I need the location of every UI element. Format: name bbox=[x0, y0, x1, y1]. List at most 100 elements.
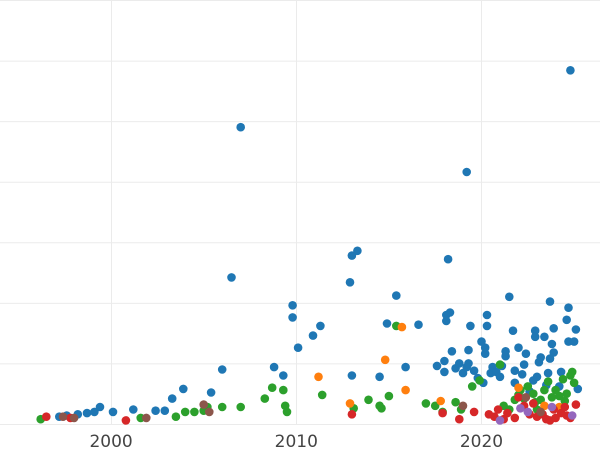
data-point bbox=[536, 353, 545, 362]
data-point bbox=[151, 406, 160, 416]
data-point bbox=[129, 405, 138, 414]
data-point bbox=[540, 385, 549, 395]
data-point bbox=[530, 326, 540, 336]
data-point bbox=[469, 366, 479, 376]
data-point bbox=[293, 343, 303, 353]
data-point bbox=[549, 324, 558, 333]
data-point bbox=[477, 337, 486, 346]
data-point bbox=[279, 385, 288, 395]
data-point bbox=[567, 367, 577, 377]
data-point bbox=[442, 316, 451, 326]
data-point bbox=[447, 347, 457, 356]
data-point bbox=[514, 393, 523, 402]
data-point bbox=[445, 308, 455, 317]
data-point bbox=[514, 343, 523, 353]
data-point bbox=[267, 383, 277, 393]
data-point bbox=[455, 359, 464, 368]
data-point bbox=[217, 402, 227, 412]
data-point bbox=[171, 412, 181, 422]
data-point bbox=[432, 361, 442, 371]
data-point bbox=[206, 388, 216, 397]
data-point bbox=[510, 366, 520, 376]
data-point bbox=[495, 416, 505, 425]
data-point bbox=[199, 400, 208, 409]
data-point bbox=[236, 402, 245, 412]
data-point bbox=[521, 393, 531, 402]
data-point bbox=[443, 254, 453, 264]
data-point bbox=[69, 413, 79, 423]
data-point bbox=[90, 407, 99, 417]
data-point bbox=[397, 322, 407, 332]
data-point bbox=[514, 383, 523, 393]
data-point bbox=[82, 408, 92, 418]
data-point bbox=[217, 365, 227, 374]
data-point bbox=[180, 407, 190, 417]
data-point bbox=[42, 412, 51, 422]
data-point bbox=[501, 347, 510, 356]
data-point bbox=[564, 303, 573, 313]
data-point bbox=[523, 407, 533, 417]
data-point bbox=[495, 372, 505, 382]
data-point bbox=[464, 359, 473, 368]
data-point bbox=[571, 400, 581, 409]
data-point bbox=[569, 337, 579, 346]
data-point bbox=[566, 66, 575, 75]
data-point bbox=[475, 376, 484, 385]
data-point bbox=[560, 396, 570, 406]
data-point bbox=[345, 278, 355, 287]
data-point bbox=[205, 407, 214, 417]
data-point bbox=[571, 325, 581, 334]
x-axis-ticks: 2000 2010 2020 bbox=[89, 432, 503, 450]
data-point bbox=[466, 321, 475, 331]
data-point bbox=[555, 391, 564, 401]
data-point bbox=[545, 297, 555, 306]
data-point bbox=[345, 399, 355, 408]
data-point bbox=[549, 348, 558, 357]
data-point bbox=[508, 326, 518, 336]
data-point bbox=[567, 411, 577, 420]
data-point bbox=[414, 320, 423, 330]
data-point bbox=[495, 360, 505, 369]
data-point bbox=[142, 413, 151, 423]
data-point bbox=[288, 313, 297, 322]
data-point bbox=[95, 402, 105, 412]
data-point bbox=[516, 404, 525, 413]
data-point bbox=[316, 321, 325, 331]
data-point bbox=[482, 310, 492, 320]
data-point bbox=[401, 362, 410, 372]
data-point bbox=[558, 374, 568, 384]
data-point bbox=[436, 396, 446, 406]
data-point bbox=[269, 362, 279, 372]
data-point bbox=[347, 410, 357, 419]
data-point bbox=[288, 301, 297, 310]
data-point bbox=[353, 246, 362, 256]
x-tick-label: 2000 bbox=[89, 432, 132, 450]
data-point bbox=[493, 405, 503, 414]
data-point bbox=[347, 371, 357, 380]
data-point bbox=[282, 407, 292, 417]
data-point bbox=[464, 345, 473, 355]
data-point bbox=[523, 382, 533, 391]
data-point bbox=[469, 407, 479, 417]
data-point bbox=[519, 360, 529, 369]
data-point bbox=[547, 339, 557, 349]
data-point bbox=[521, 349, 531, 359]
data-point bbox=[529, 399, 538, 408]
data-point bbox=[467, 382, 477, 391]
data-point bbox=[438, 408, 447, 418]
data-point bbox=[279, 371, 288, 380]
data-point bbox=[503, 408, 512, 418]
data-point bbox=[179, 384, 188, 394]
data-point bbox=[380, 355, 390, 365]
data-point bbox=[227, 273, 236, 282]
data-point bbox=[108, 407, 118, 417]
data-point bbox=[569, 378, 579, 388]
data-point bbox=[562, 389, 571, 399]
data-point bbox=[317, 390, 327, 400]
data-point bbox=[540, 332, 549, 342]
data-point bbox=[510, 413, 520, 423]
data-point bbox=[451, 397, 460, 407]
data-point bbox=[308, 331, 318, 340]
